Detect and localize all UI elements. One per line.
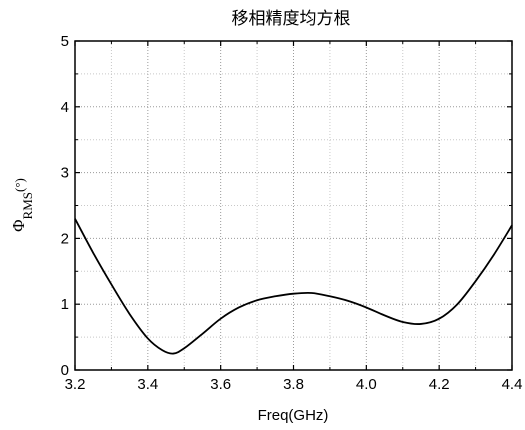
y-tick-label: 4: [61, 99, 69, 116]
y-tick-label: 0: [61, 362, 69, 379]
y-tick-label: 3: [61, 165, 69, 182]
y-tick-labels: 0 1 2 3 4 5: [61, 33, 69, 379]
x-tick-label: 3.6: [210, 376, 231, 393]
x-tick-label: 3.2: [65, 376, 86, 393]
x-tick-label: 4.4: [502, 376, 523, 393]
tick-layer: [74, 40, 513, 371]
series-layer: [74, 218, 513, 355]
grid-layer: [75, 41, 512, 370]
y-axis-label-unit: (°): [12, 178, 27, 192]
y-tick-label: 2: [61, 230, 69, 247]
y-tick-label: 5: [61, 33, 69, 50]
x-tick-label: 3.4: [137, 376, 158, 393]
y-axis-label-subscript: RMS: [20, 192, 35, 219]
y-axis-label-symbol: Φ: [9, 219, 28, 231]
x-tick-labels: 3.2 3.4 3.6 3.8 4.0 4.2 4.4: [65, 376, 523, 393]
chart-title: 移相精度均方根: [232, 9, 351, 29]
x-tick-label: 4.2: [429, 376, 450, 393]
x-tick-label: 4.0: [356, 376, 377, 393]
series-line: [74, 218, 513, 355]
x-axis-label: Freq(GHz): [258, 407, 329, 424]
y-axis-label: ΦRMS(°): [9, 178, 35, 232]
y-tick-label: 1: [61, 296, 69, 313]
x-tick-label: 3.8: [283, 376, 304, 393]
